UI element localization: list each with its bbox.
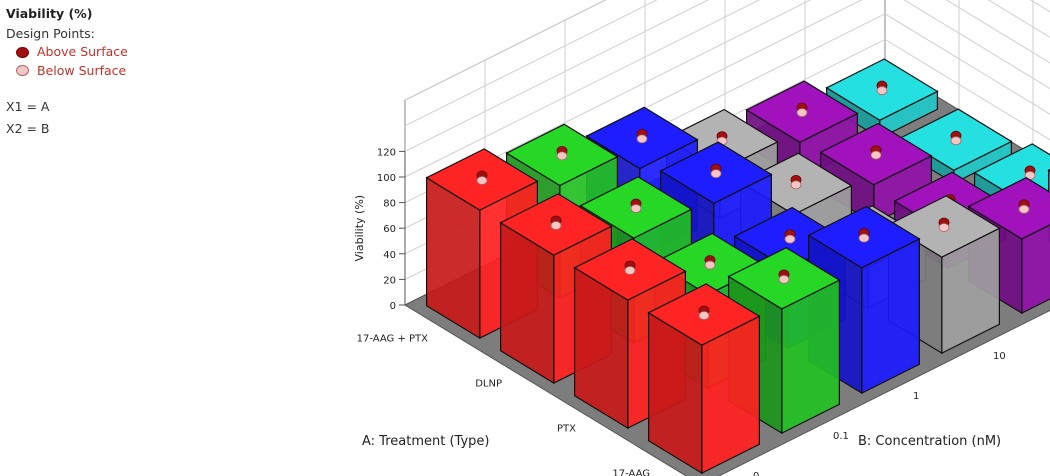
factor-x1: X1 = A [6, 99, 50, 114]
design-point-below [790, 180, 802, 190]
z-tick-label: 120 [377, 147, 396, 158]
design-point-below [550, 221, 562, 230]
design-points-label: Design Points: [6, 25, 95, 41]
design-point-below [636, 134, 648, 144]
design-point-below [784, 234, 796, 244]
design-point-below [630, 204, 642, 213]
above-surface-label: Above Surface [37, 44, 128, 59]
z-tick-label: 20 [383, 275, 396, 286]
concentration-tick-label: 1 [913, 391, 919, 402]
design-point-below [876, 86, 888, 95]
design-point-below [858, 233, 870, 243]
concentration-tick-label: 10 [993, 351, 1006, 362]
treatment-tick-label: 17-AAG + PTX [357, 334, 429, 345]
design-point-below [476, 176, 488, 185]
treatment-tick-label: PTX [557, 424, 576, 435]
z-tick-label: 100 [377, 173, 396, 184]
design-point-below [624, 266, 636, 275]
chart-bars [425, 58, 1050, 475]
grid-line-back [404, 0, 607, 101]
bar-top-face [967, 177, 1050, 240]
design-point-below [778, 274, 790, 284]
z-axis-label: Viability (%) [353, 195, 366, 262]
side-wall [884, 0, 1050, 166]
design-point-below [556, 151, 568, 161]
design-point-below [698, 311, 710, 320]
design-point-below [870, 150, 882, 160]
z-tick-label: 60 [383, 224, 396, 235]
above-surface-icon [16, 46, 29, 58]
y-axis-label: B: Concentration (nM) [858, 434, 1001, 449]
z-tick-label: 40 [383, 250, 396, 261]
treatment-tick-label: DLNP [475, 379, 502, 390]
concentration-tick-label: 0 [753, 471, 759, 476]
z-tick-label: 80 [383, 199, 396, 210]
factor-list: X1 = A X2 = B [6, 99, 128, 136]
legend-below: Below Surface [16, 62, 128, 78]
bar-17-aag-0 [647, 283, 761, 475]
design-point-below [950, 136, 962, 146]
legend-above: Above Surface [16, 44, 128, 59]
design-point-below [796, 108, 808, 118]
x-axis-label: A: Treatment (Type) [362, 434, 489, 449]
below-surface-icon [16, 65, 29, 77]
legend-title: Viability (%) [6, 6, 93, 21]
z-tick-label: 0 [390, 301, 396, 312]
below-surface-label: Below Surface [37, 62, 127, 78]
design-point-below [1018, 204, 1030, 214]
treatment-tick-label: 17-AAG [612, 469, 650, 476]
design-point-below [704, 260, 716, 270]
design-point-below [938, 223, 950, 232]
concentration-tick-label: 0.1 [833, 431, 849, 442]
legend: Viability (%) Design Points: Above Surfa… [6, 6, 128, 144]
factor-x2: X2 = B [6, 120, 50, 136]
design-point-below [710, 169, 722, 179]
